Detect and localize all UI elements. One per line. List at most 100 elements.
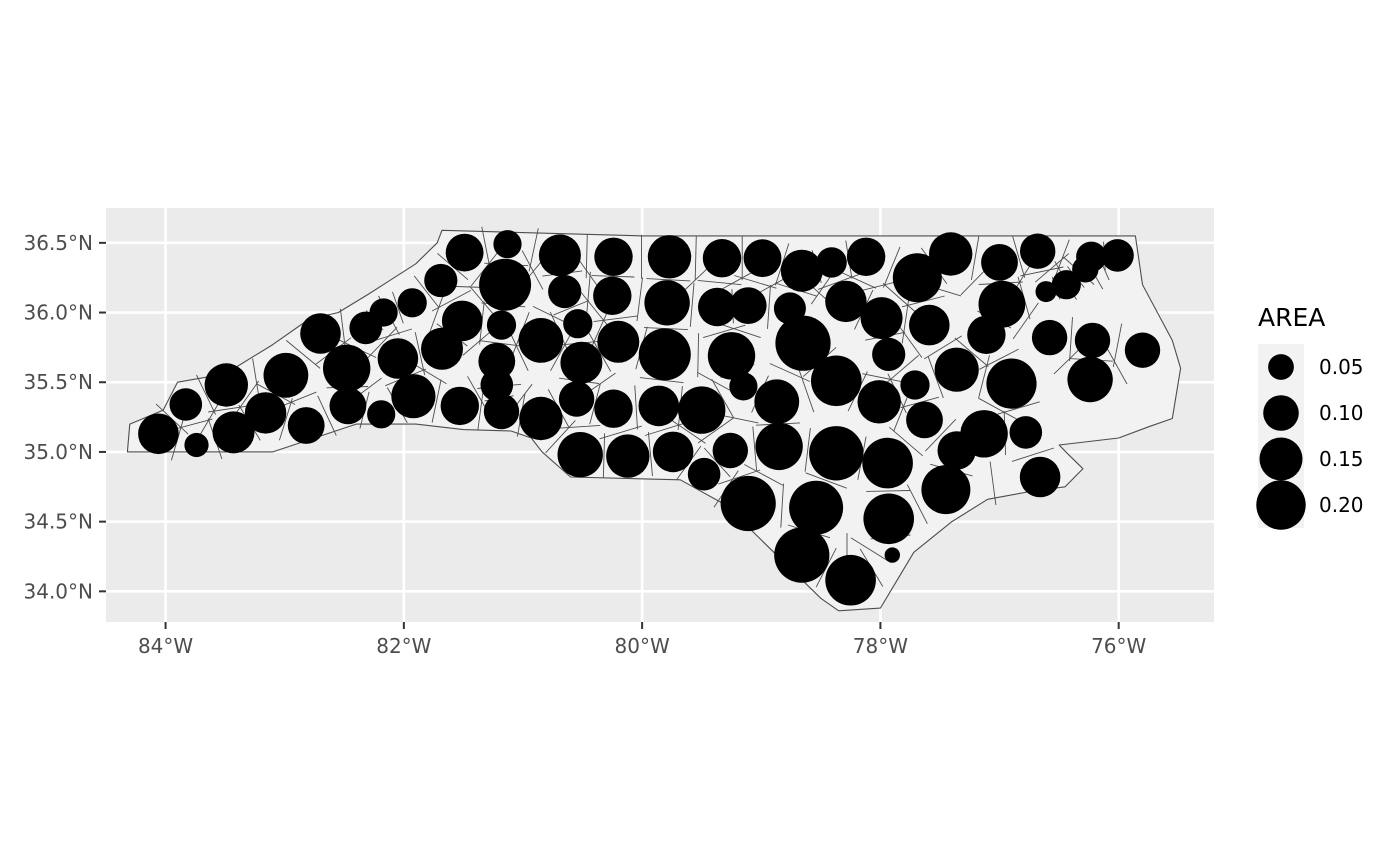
- x-axis: 84°W 82°W 80°W 78°W 76°W: [138, 622, 1147, 658]
- area-point: [560, 341, 603, 384]
- area-point: [934, 347, 979, 392]
- area-point: [981, 244, 1018, 281]
- area-points: [138, 230, 1161, 606]
- county-boundary: [599, 425, 642, 440]
- area-point: [377, 338, 419, 379]
- county-boundary: [989, 461, 997, 506]
- area-point: [563, 309, 593, 339]
- area-point: [1009, 416, 1043, 449]
- area-point: [809, 426, 864, 481]
- county-boundary: [978, 355, 990, 399]
- area-point: [1019, 456, 1061, 498]
- county-boundary: [545, 420, 576, 454]
- area-point: [538, 234, 581, 277]
- area-point: [323, 344, 371, 392]
- county-boundary: [198, 399, 222, 438]
- county-boundary: [413, 275, 440, 308]
- legend-label: 0.10: [1319, 401, 1364, 425]
- area-point: [606, 434, 650, 478]
- county-boundary: [550, 332, 573, 372]
- county-boundary: [752, 426, 758, 471]
- area-point: [557, 432, 603, 478]
- county-boundary: [278, 398, 293, 441]
- county-boundary: [392, 291, 404, 324]
- county-boundary: [1105, 345, 1128, 385]
- x-tick-label: 84°W: [138, 634, 193, 658]
- county-boundary: [689, 282, 695, 327]
- area-point: [789, 480, 844, 535]
- x-tick-label: 76°W: [1091, 634, 1146, 658]
- county-boundary: [780, 483, 784, 528]
- legend-label: 0.20: [1319, 493, 1364, 517]
- legend-key: [1263, 395, 1299, 431]
- legend: AREA 0.05 0.10 0.15 0.20: [1256, 303, 1364, 530]
- area-point: [1074, 322, 1111, 359]
- county-boundary: [232, 380, 260, 418]
- county-boundary: [697, 333, 700, 378]
- area-point: [921, 465, 971, 515]
- area-point: [863, 493, 914, 545]
- area-point: [729, 372, 758, 401]
- county-boundary: [208, 404, 252, 413]
- legend-key: [1268, 354, 1294, 380]
- x-tick-label: 82°W: [376, 634, 431, 658]
- area-point: [909, 304, 950, 346]
- area-point: [480, 368, 514, 402]
- county-boundary: [528, 228, 539, 272]
- county-boundary: [697, 279, 742, 286]
- county-boundary: [767, 284, 771, 329]
- county-boundary: [718, 323, 761, 339]
- area-point: [212, 411, 255, 454]
- area-point: [754, 379, 800, 425]
- area-point: [1019, 233, 1056, 269]
- county-boundary: [817, 273, 860, 290]
- legend-key: [1259, 437, 1303, 481]
- county-boundary: [1053, 239, 1070, 281]
- area-point: [698, 287, 737, 327]
- area-point: [967, 315, 1006, 354]
- county-boundary: [647, 432, 653, 476]
- area-point: [391, 374, 436, 419]
- county-boundary: [1012, 302, 1039, 340]
- area-point: [519, 396, 563, 441]
- county-boundary: [414, 332, 426, 376]
- county-boundary: [1112, 323, 1123, 367]
- area-point: [872, 337, 906, 371]
- county-boundary: [591, 275, 635, 278]
- county-boundary: [1012, 235, 1026, 278]
- county-boundary: [850, 537, 889, 562]
- area-point: [702, 239, 742, 278]
- area-point: [755, 422, 803, 471]
- y-tick-label: 36.5°N: [24, 231, 94, 255]
- county-boundary: [862, 373, 906, 383]
- county-boundary: [1020, 266, 1064, 277]
- y-tick-label: 35.0°N: [24, 440, 94, 464]
- area-point: [862, 437, 913, 489]
- area-point: [720, 475, 776, 532]
- area-point: [493, 230, 522, 259]
- area-point: [479, 258, 532, 311]
- area-point: [138, 413, 179, 455]
- y-tick-label: 34.0°N: [24, 579, 94, 603]
- area-point: [486, 310, 517, 340]
- county-boundary: [979, 348, 1019, 370]
- legend-title: AREA: [1258, 303, 1325, 332]
- county-boundary: [668, 418, 706, 444]
- area-point: [263, 352, 309, 398]
- county-boundary: [889, 426, 923, 457]
- area-point: [892, 253, 942, 303]
- y-tick-label: 36.0°N: [24, 301, 94, 325]
- county-boundary: [196, 374, 217, 415]
- county-boundary: [901, 299, 910, 344]
- county-boundary: [634, 385, 638, 430]
- y-tick-label: 34.5°N: [24, 510, 94, 534]
- area-point: [597, 320, 640, 363]
- county-boundary: [906, 484, 928, 525]
- county-boundary: [646, 278, 691, 282]
- area-point: [594, 237, 633, 276]
- y-tick-label: 35.5°N: [24, 370, 94, 394]
- area-point: [775, 315, 831, 371]
- county-boundary: [694, 235, 697, 280]
- county-boundary: [285, 340, 321, 369]
